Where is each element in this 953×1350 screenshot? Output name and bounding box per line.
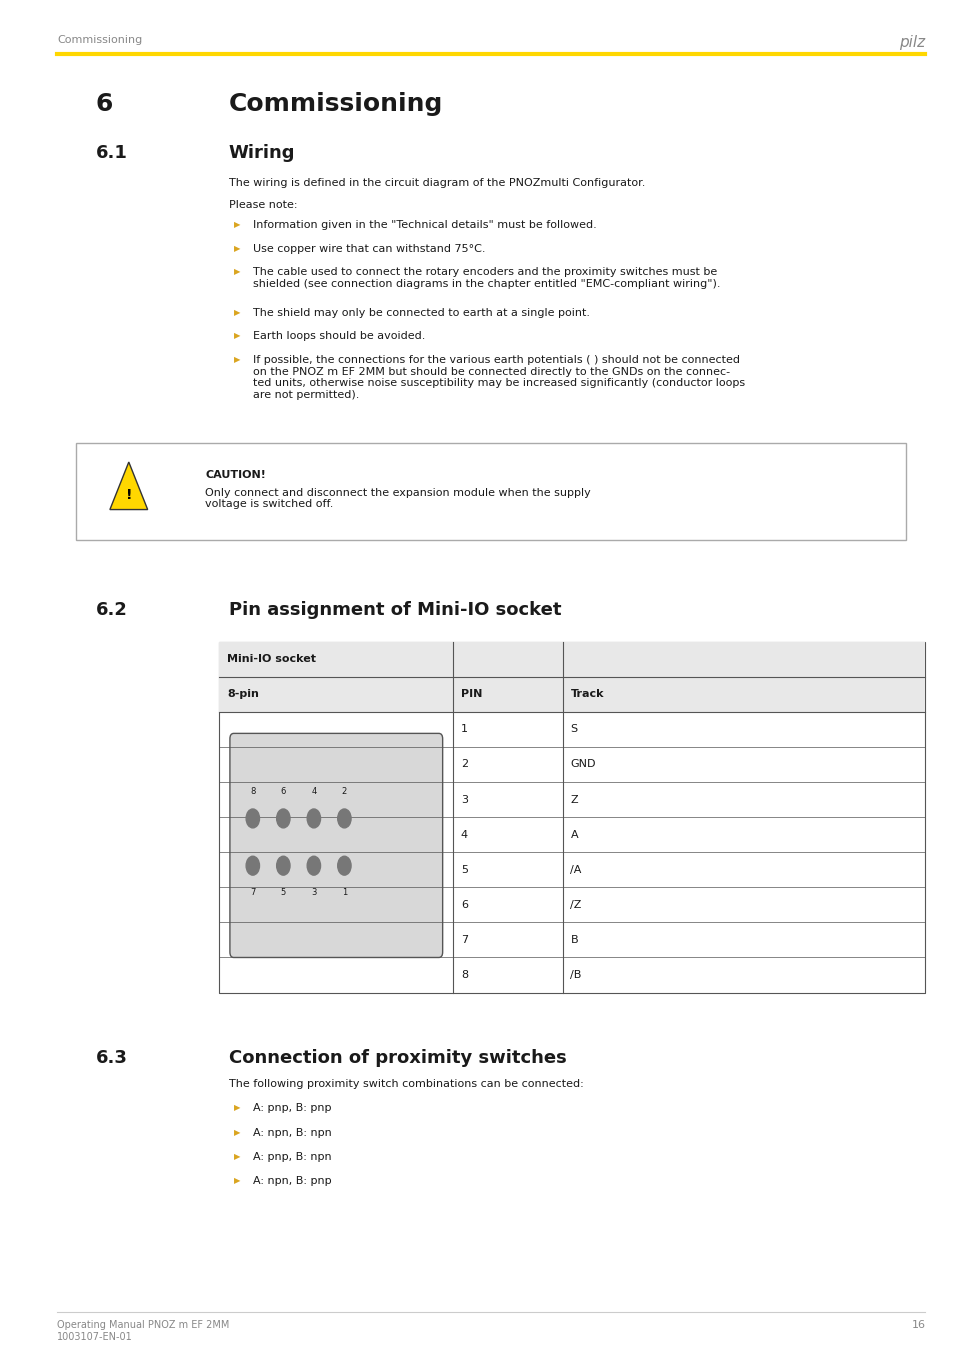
Text: 6.2: 6.2 (95, 601, 127, 620)
Text: 1: 1 (341, 888, 347, 898)
Text: 2: 2 (460, 760, 467, 770)
Text: /B: /B (570, 971, 581, 980)
Text: Please note:: Please note: (229, 200, 297, 209)
Text: ▶: ▶ (233, 331, 240, 340)
Text: Commissioning: Commissioning (57, 35, 142, 45)
Text: B: B (570, 936, 578, 945)
Text: ▶: ▶ (233, 355, 240, 364)
Circle shape (276, 809, 290, 828)
Text: A: A (570, 830, 578, 840)
Text: 8-pin: 8-pin (227, 690, 258, 699)
Text: The wiring is defined in the circuit diagram of the PNOZmulti Configurator.: The wiring is defined in the circuit dia… (229, 178, 644, 188)
Text: pilz: pilz (899, 35, 924, 50)
Text: Z: Z (570, 795, 578, 805)
Circle shape (307, 809, 320, 828)
Text: 4: 4 (460, 830, 467, 840)
Text: GND: GND (570, 760, 596, 770)
Text: 3: 3 (311, 888, 316, 898)
Text: Mini-IO socket: Mini-IO socket (227, 655, 315, 664)
Text: 16: 16 (910, 1320, 924, 1330)
Text: A: pnp, B: npn: A: pnp, B: npn (253, 1152, 331, 1162)
Circle shape (337, 809, 351, 828)
Circle shape (276, 856, 290, 875)
Text: 6: 6 (280, 787, 286, 796)
Text: /A: /A (570, 865, 581, 875)
Text: ▶: ▶ (233, 1127, 240, 1137)
Text: ▶: ▶ (233, 220, 240, 230)
Text: ▶: ▶ (233, 308, 240, 316)
Text: 6.1: 6.1 (95, 144, 127, 162)
Circle shape (246, 809, 259, 828)
Text: /Z: /Z (570, 900, 581, 910)
Text: 1: 1 (460, 725, 467, 734)
FancyBboxPatch shape (219, 641, 924, 992)
Text: !: ! (126, 487, 132, 502)
Text: Information given in the "Technical details" must be followed.: Information given in the "Technical deta… (253, 220, 596, 230)
FancyBboxPatch shape (219, 641, 924, 676)
Circle shape (307, 856, 320, 875)
Text: 8: 8 (460, 971, 467, 980)
Text: The cable used to connect the rotary encoders and the proximity switches must be: The cable used to connect the rotary enc… (253, 267, 720, 289)
Text: Only connect and disconnect the expansion module when the supply
voltage is swit: Only connect and disconnect the expansio… (205, 487, 590, 509)
Text: PIN: PIN (460, 690, 481, 699)
Text: CAUTION!: CAUTION! (205, 470, 266, 481)
Text: Pin assignment of Mini-IO socket: Pin assignment of Mini-IO socket (229, 601, 561, 620)
Text: 5: 5 (460, 865, 467, 875)
Text: If possible, the connections for the various earth potentials ( ) should not be : If possible, the connections for the var… (253, 355, 744, 400)
Text: A: npn, B: pnp: A: npn, B: pnp (253, 1176, 331, 1187)
Text: ▶: ▶ (233, 1103, 240, 1112)
FancyBboxPatch shape (219, 676, 924, 711)
Text: ▶: ▶ (233, 1152, 240, 1161)
Text: 7: 7 (460, 936, 467, 945)
Text: Wiring: Wiring (229, 144, 295, 162)
Circle shape (246, 856, 259, 875)
Text: Connection of proximity switches: Connection of proximity switches (229, 1049, 566, 1068)
Circle shape (337, 856, 351, 875)
Text: ▶: ▶ (233, 267, 240, 277)
Text: A: pnp, B: pnp: A: pnp, B: pnp (253, 1103, 331, 1114)
Text: 3: 3 (460, 795, 467, 805)
Polygon shape (110, 462, 148, 509)
Text: ▶: ▶ (233, 244, 240, 252)
Text: The shield may only be connected to earth at a single point.: The shield may only be connected to eart… (253, 308, 589, 317)
Text: 7: 7 (250, 888, 255, 898)
Text: S: S (570, 725, 577, 734)
Text: Commissioning: Commissioning (229, 92, 443, 116)
Text: 6.3: 6.3 (95, 1049, 127, 1068)
Text: Track: Track (570, 690, 603, 699)
Text: 5: 5 (280, 888, 286, 898)
Text: Earth loops should be avoided.: Earth loops should be avoided. (253, 331, 425, 342)
FancyBboxPatch shape (230, 733, 442, 957)
Text: ▶: ▶ (233, 1176, 240, 1185)
Text: 6: 6 (95, 92, 112, 116)
Text: Use copper wire that can withstand 75°C.: Use copper wire that can withstand 75°C. (253, 244, 485, 254)
Text: Operating Manual PNOZ m EF 2MM
1003107-EN-01: Operating Manual PNOZ m EF 2MM 1003107-E… (57, 1320, 230, 1342)
FancyBboxPatch shape (76, 443, 905, 540)
Text: 4: 4 (311, 787, 316, 796)
Text: A: npn, B: npn: A: npn, B: npn (253, 1127, 332, 1138)
Text: 2: 2 (341, 787, 347, 796)
Text: The following proximity switch combinations can be connected:: The following proximity switch combinati… (229, 1079, 583, 1089)
Text: 8: 8 (250, 787, 255, 796)
Text: 6: 6 (460, 900, 467, 910)
